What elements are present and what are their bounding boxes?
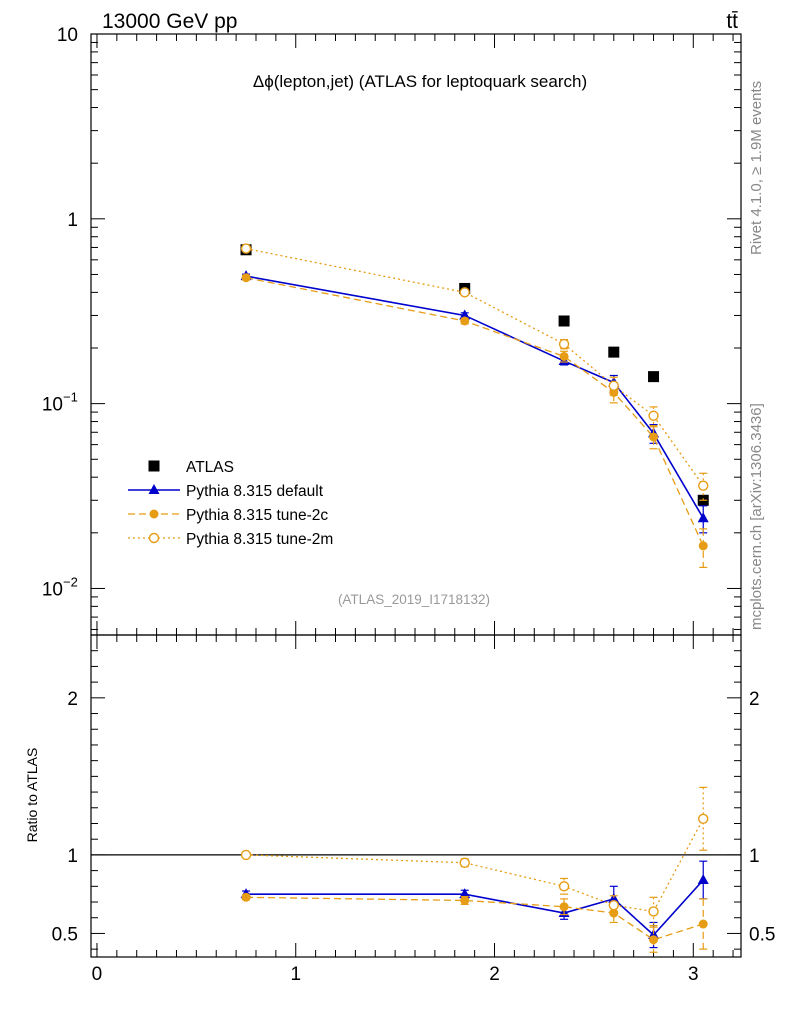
y-tick-label: 10 (42, 395, 63, 416)
data-point-square (608, 346, 620, 358)
ratio-plot-frame (90, 634, 742, 958)
marker-open-circle (698, 813, 709, 824)
marker-filled-circle (649, 432, 659, 442)
marker-open-circle (240, 243, 252, 254)
marker-filled-circle (241, 892, 251, 902)
series-line-3 (245, 247, 704, 487)
ratio-y-axis-label: Ratio to ATLAS (24, 748, 40, 843)
ratio-y-tick-label-right: 0.5 (749, 924, 775, 945)
marker-open-circle (648, 906, 659, 917)
marker-filled-circle (649, 935, 659, 945)
y-tick-label: 10 (57, 25, 78, 46)
marker-open-circle (648, 410, 659, 421)
legend-label: Pythia 8.315 default (186, 483, 324, 500)
analysis-id-label: (ATLAS_2019_I1718132) (338, 592, 490, 607)
marker-filled-circle (559, 351, 569, 361)
series-line-2 (245, 277, 704, 547)
header-right: tt̄ (726, 10, 738, 33)
legend-label: Pythia 8.315 tune-2c (186, 507, 328, 524)
marker-filled-circle (609, 908, 619, 918)
ratio-data-marks (240, 786, 709, 953)
marker-open-circle (558, 881, 570, 892)
marker-filled-circle (460, 316, 470, 326)
marker-filled-circle (698, 541, 708, 551)
x-tick-label: 1 (290, 964, 301, 985)
header-left: 13000 GeV pp (102, 10, 237, 33)
marker-triangle (697, 512, 709, 523)
ratio-y-tick-label-left: 1 (67, 846, 78, 867)
marker-triangle (459, 309, 471, 320)
ratio-y-tick-label-right: 1 (749, 846, 760, 867)
ratio-series-line-1 (246, 896, 704, 941)
marker-triangle (697, 874, 709, 885)
ratio-series-line-0 (246, 879, 704, 937)
legend-label: Pythia 8.315 tune-2m (186, 531, 333, 548)
marker-open-circle (148, 532, 160, 544)
ratio-plot-panel: 0.5 0.5 1 1 2 2 Ratio to ATLAS (24, 634, 775, 958)
chart-title: Δϕ(lepton,jet) (ATLAS for leptoquark sea… (253, 72, 587, 91)
marker-open-circle (608, 899, 619, 911)
legend: ATLAS Pythia 8.315 default Pythia 8.315 tu… (128, 459, 333, 548)
marker-open-circle (608, 380, 619, 391)
y-tick-label: 1 (67, 210, 78, 231)
marker-open-circle (459, 857, 470, 868)
series-line-1 (245, 275, 704, 519)
main-data-marks (240, 243, 709, 569)
marker-open-circle (698, 480, 709, 491)
marker-triangle (459, 888, 471, 899)
marker-open-circle (459, 287, 470, 298)
marker-filled-circle (698, 919, 708, 929)
x-tick-label: 2 (489, 964, 500, 985)
marker-triangle (148, 484, 160, 494)
y-tick-exponent: −2 (63, 574, 78, 589)
x-tick-label: 3 (688, 964, 699, 985)
legend-label: ATLAS (186, 459, 234, 476)
marker-filled-circle (149, 509, 159, 519)
x-tick-label: 0 (92, 964, 103, 985)
ratio-axis-ticks: 0.5 0.5 1 1 2 2 (52, 634, 775, 957)
y-tick-label: 10 (42, 579, 63, 600)
ratio-y-tick-label-right: 2 (749, 689, 760, 710)
marker-filled-circle (559, 902, 569, 912)
ratio-y-tick-label-left: 0.5 (52, 924, 78, 945)
marker-filled-circle (241, 273, 251, 283)
marker-triangle (608, 892, 620, 903)
rivet-version-text: Rivet 4.1.0, ≥ 1.9M events (748, 81, 765, 255)
data-point-square (148, 460, 160, 472)
mcplots-reference-text: mcplots.cern.ch [arXiv:1306.3436] (748, 403, 765, 630)
data-point-square (648, 371, 660, 383)
ratio-y-tick-label-left: 2 (67, 689, 78, 710)
ratio-series-line-2 (246, 818, 704, 913)
marker-open-circle (240, 849, 252, 861)
data-point-square (558, 315, 570, 327)
x-axis-tick-labels: 0 1 2 3 (92, 964, 699, 985)
marker-filled-circle (460, 895, 470, 905)
y-tick-exponent: −1 (63, 390, 78, 405)
marker-open-circle (558, 338, 570, 350)
